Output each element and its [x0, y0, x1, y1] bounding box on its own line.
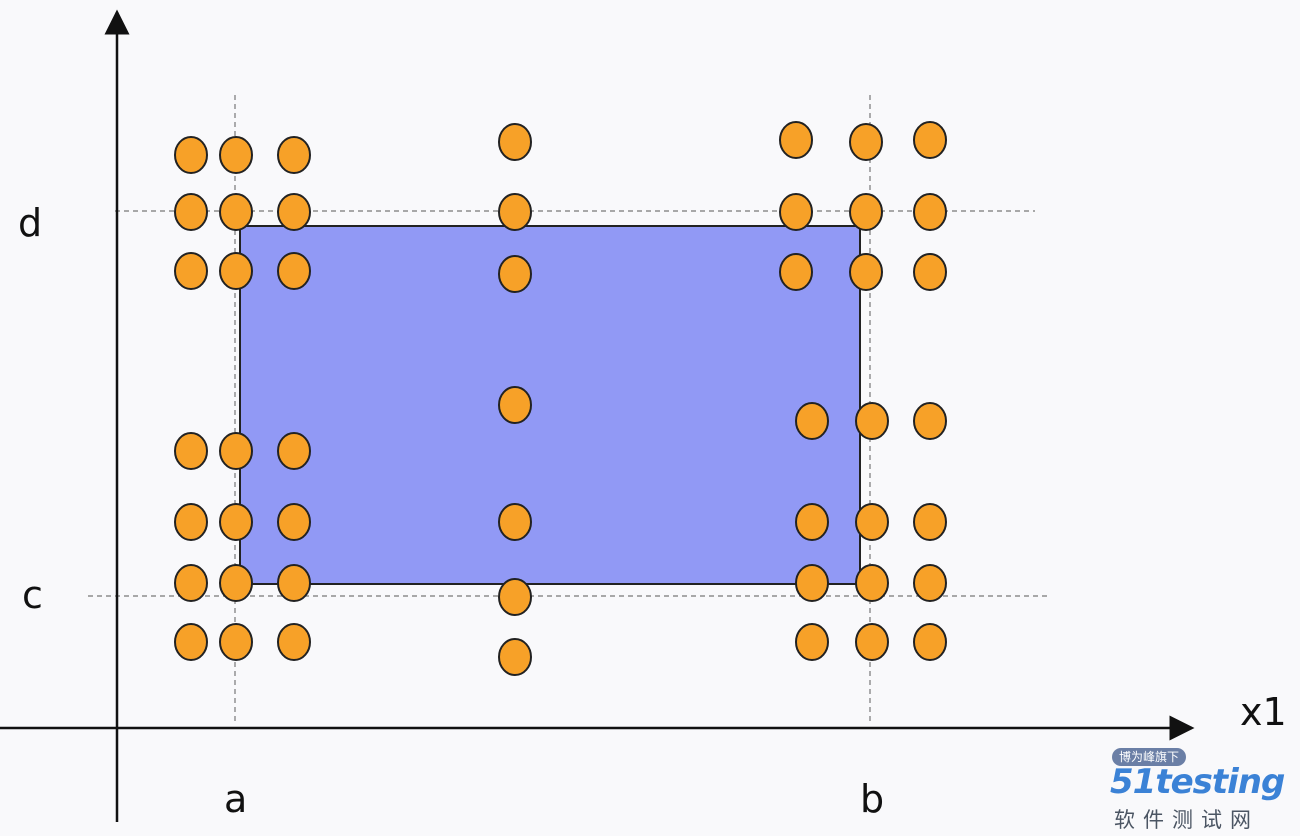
watermark-brand: 51testing [1110, 762, 1285, 802]
test-point [174, 623, 208, 661]
label-d: d [18, 201, 42, 245]
test-point [277, 252, 311, 290]
test-point [277, 193, 311, 231]
test-point [913, 253, 947, 291]
test-point [795, 564, 829, 602]
valid-domain-rectangle [239, 225, 861, 585]
watermark-subtitle: 软件测试网 [1114, 808, 1259, 832]
x-axis-label: x1 [1240, 690, 1287, 734]
test-point [498, 578, 532, 616]
test-point [174, 564, 208, 602]
test-point [498, 255, 532, 293]
test-point [849, 123, 883, 161]
test-point [913, 193, 947, 231]
test-point [174, 432, 208, 470]
test-point [277, 432, 311, 470]
test-point [219, 623, 253, 661]
test-point [219, 503, 253, 541]
test-point [913, 503, 947, 541]
test-point [913, 121, 947, 159]
test-point [855, 564, 889, 602]
test-point [913, 402, 947, 440]
test-point [219, 193, 253, 231]
test-point [277, 564, 311, 602]
test-point [498, 638, 532, 676]
test-points [174, 121, 947, 676]
watermark-banner: 博为峰旗下 [1112, 748, 1187, 766]
test-point [219, 432, 253, 470]
test-point [174, 503, 208, 541]
watermark-logo: 博为峰旗下 51testing 软件测试网 [1110, 748, 1295, 833]
test-point [849, 193, 883, 231]
test-point [498, 123, 532, 161]
test-point [855, 623, 889, 661]
test-point [795, 623, 829, 661]
test-point [913, 623, 947, 661]
label-b: b [860, 777, 884, 821]
test-point [219, 136, 253, 174]
test-point [277, 136, 311, 174]
test-point [855, 402, 889, 440]
label-c: c [22, 573, 43, 617]
test-point [795, 402, 829, 440]
test-point [174, 136, 208, 174]
test-point [174, 252, 208, 290]
test-point [277, 503, 311, 541]
test-point [219, 252, 253, 290]
test-point [498, 193, 532, 231]
test-point [498, 386, 532, 424]
test-point [779, 121, 813, 159]
test-point [795, 503, 829, 541]
test-point [219, 564, 253, 602]
test-point [913, 564, 947, 602]
test-point [849, 253, 883, 291]
test-point [779, 253, 813, 291]
test-point [174, 193, 208, 231]
test-point [855, 503, 889, 541]
test-point [498, 503, 532, 541]
test-point [277, 623, 311, 661]
label-a: a [224, 777, 247, 821]
test-point [779, 193, 813, 231]
